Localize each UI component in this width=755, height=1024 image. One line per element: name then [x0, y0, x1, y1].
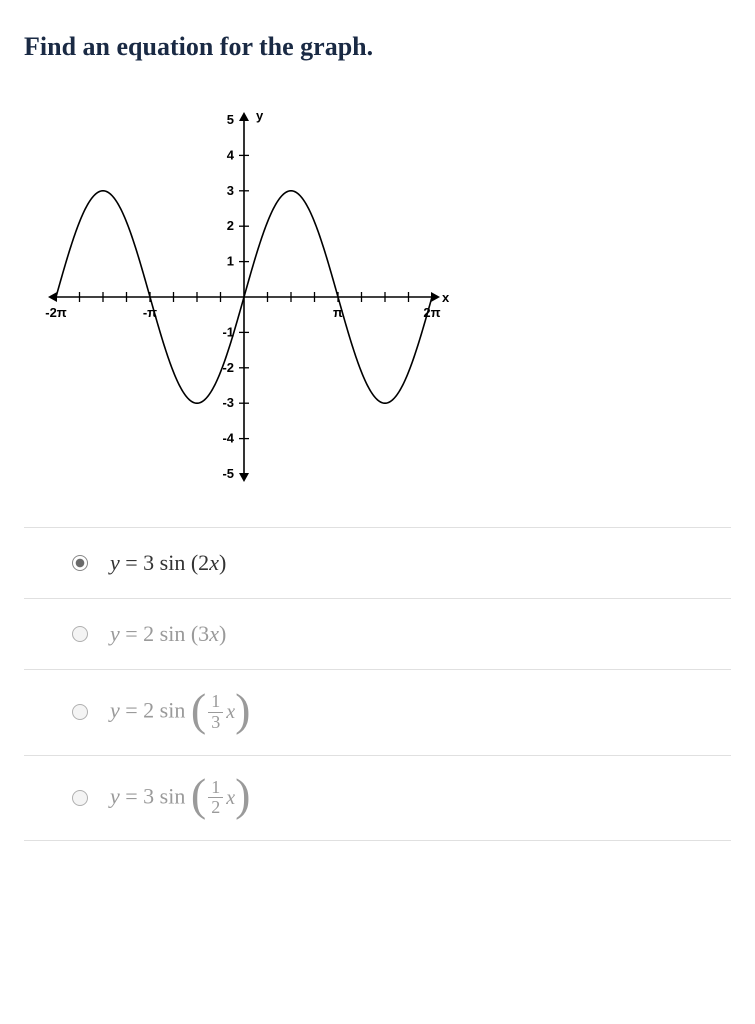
question-title: Find an equation for the graph.	[24, 32, 731, 62]
option-label: y = 3 sin (2x)	[110, 550, 226, 576]
svg-text:y: y	[256, 108, 264, 123]
svg-text:2: 2	[227, 218, 234, 233]
option-label: y = 2 sin (3x)	[110, 621, 226, 647]
radio-icon[interactable]	[72, 555, 88, 571]
sine-graph: -2π-ππ2π54321-1-2-3-4-5yx	[34, 102, 454, 492]
radio-icon[interactable]	[72, 704, 88, 720]
option-label: y = 2 sin (13x)	[110, 692, 250, 733]
answer-options: y = 3 sin (2x) y = 2 sin (3x) y = 2 sin (1…	[24, 527, 731, 841]
option-3[interactable]: y = 3 sin (12x)	[24, 756, 731, 842]
svg-text:3: 3	[227, 183, 234, 198]
svg-text:-2π: -2π	[45, 305, 67, 320]
option-1[interactable]: y = 2 sin (3x)	[24, 599, 731, 670]
radio-icon[interactable]	[72, 790, 88, 806]
radio-icon[interactable]	[72, 626, 88, 642]
svg-text:-3: -3	[222, 395, 234, 410]
svg-text:-4: -4	[222, 431, 234, 446]
graph-container: -2π-ππ2π54321-1-2-3-4-5yx	[34, 102, 731, 497]
option-label: y = 3 sin (12x)	[110, 778, 250, 819]
svg-text:x: x	[442, 290, 450, 305]
svg-text:5: 5	[227, 112, 234, 127]
option-0[interactable]: y = 3 sin (2x)	[24, 528, 731, 599]
svg-text:-5: -5	[222, 466, 234, 481]
svg-text:1: 1	[227, 254, 234, 269]
svg-text:4: 4	[227, 147, 235, 162]
option-2[interactable]: y = 2 sin (13x)	[24, 670, 731, 756]
